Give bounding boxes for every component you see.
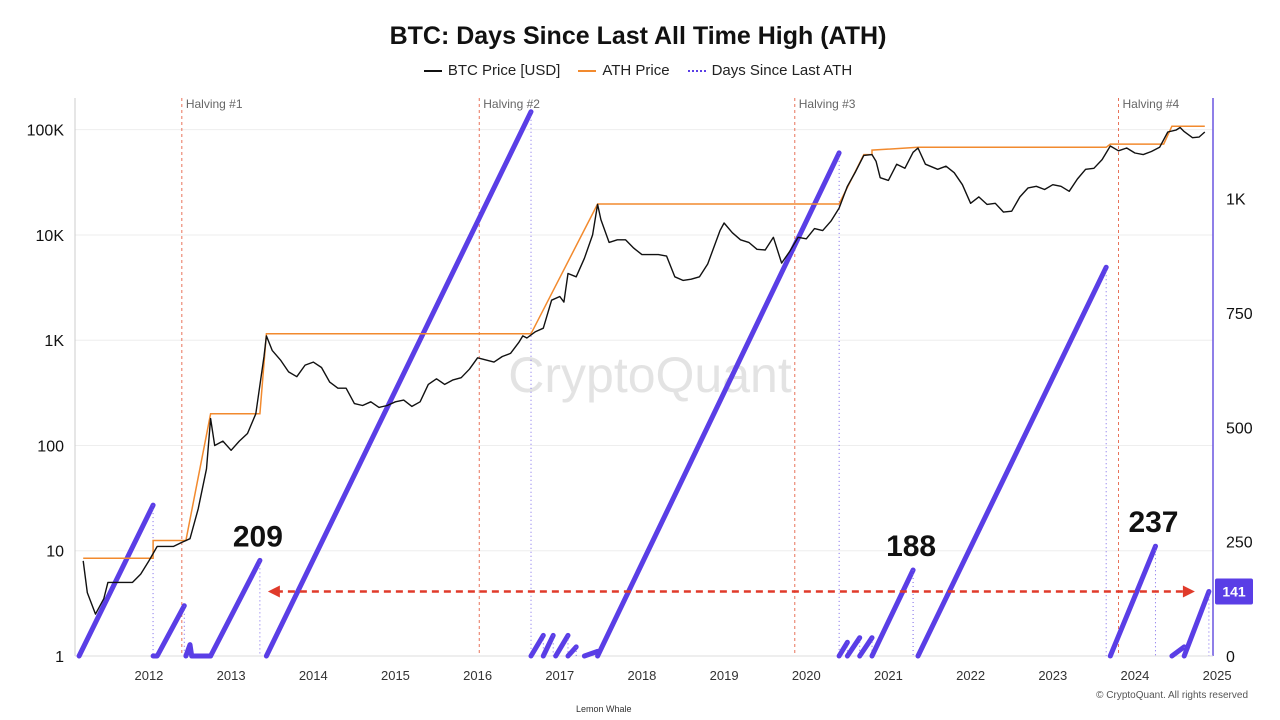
x-tick-2018: 2018 (627, 668, 656, 683)
days-since-ath-segment-12 (844, 635, 863, 659)
ath-price-line (83, 125, 1205, 559)
halving-label-4: Halving #4 (1123, 97, 1180, 111)
y-left-tick-5: 100K (27, 123, 65, 140)
legend-label-btc-price: BTC Price [USD] (447, 62, 561, 79)
days-since-ath-segment-15 (915, 264, 1109, 659)
x-tick-2015: 2015 (381, 668, 410, 683)
y-right-tick-1: 250 (1226, 535, 1253, 552)
annotation-237: 237 (1128, 506, 1178, 539)
days-since-ath-segment-5 (528, 632, 546, 659)
x-tick-2017: 2017 (545, 668, 574, 683)
x-tick-2024: 2024 (1120, 668, 1149, 683)
legend-label-days-since-ath: Days Since Last ATH (711, 62, 853, 79)
x-tick-2016: 2016 (463, 668, 492, 683)
author-credit: Lemon Whale (576, 704, 632, 714)
x-tick-2020: 2020 (792, 668, 821, 683)
legend: BTC Price [USD] ATH Price Days Since Las… (0, 62, 1276, 79)
y-left-tick-1: 10 (46, 544, 64, 561)
x-tick-2023: 2023 (1038, 668, 1067, 683)
legend-entry-days-since-ath[interactable]: Days Since Last ATH (687, 62, 853, 79)
btc-price-line (82, 126, 1206, 615)
chart-title: BTC: Days Since Last All Time High (ATH) (389, 22, 887, 50)
days-since-ath-segment-7 (553, 632, 571, 659)
days-since-ath-segment-14 (869, 567, 916, 659)
halving-label-1: Halving #1 (186, 97, 243, 111)
days-since-ath-segment-17 (1169, 644, 1187, 659)
legend-swatch-btc-price (423, 69, 442, 72)
y-left-tick-3: 1K (44, 333, 64, 350)
annotation-188: 188 (886, 530, 936, 563)
y-right-tick-3: 750 (1226, 306, 1253, 323)
days-since-ath-segment-6 (540, 632, 556, 659)
watermark: CryptoQuant (508, 347, 792, 403)
days-since-ath-segment-11 (836, 639, 850, 659)
x-tick-2014: 2014 (299, 668, 328, 683)
legend-entry-ath-price[interactable]: ATH Price (578, 62, 670, 79)
y-right-tick-2: 500 (1226, 420, 1253, 437)
current-value-badge (1215, 578, 1253, 605)
days-since-ath-segment-0 (76, 502, 156, 659)
x-tick-2019: 2019 (710, 668, 739, 683)
reference-arrow-head-left (267, 585, 280, 598)
days-since-ath-segment-13 (857, 635, 875, 659)
y-left-tick-4: 10K (36, 228, 65, 245)
copyright-footer: © CryptoQuant. All rights reserved (1096, 690, 1248, 701)
legend-label-ath-price: ATH Price (602, 62, 670, 79)
x-tick-2012: 2012 (134, 668, 163, 683)
legend-swatch-days-since-ath (687, 69, 706, 72)
days-since-ath-segment-16 (1107, 543, 1158, 659)
days-since-ath-segment-1 (150, 603, 187, 659)
days-since-ath-segment-18 (1181, 589, 1212, 659)
days-since-ath-segment-10 (595, 150, 842, 659)
days-since-ath-segment-4 (263, 109, 534, 659)
legend-entry-btc-price[interactable]: BTC Price [USD] (423, 62, 561, 79)
halving-label-3: Halving #3 (799, 97, 856, 111)
y-right-tick-0: 0 (1226, 649, 1235, 666)
y-right-tick-4: 1K (1226, 192, 1246, 209)
x-tick-2013: 2013 (217, 668, 246, 683)
days-since-ath-segment-9 (581, 648, 601, 659)
y-left-tick-2: 100 (37, 438, 64, 455)
current-value-badge-text: 141 (1222, 584, 1246, 600)
halving-label-2: Halving #2 (483, 97, 540, 111)
days-since-ath-segment-3 (208, 557, 263, 659)
reference-arrow-head-right (1182, 585, 1195, 598)
x-tick-2022: 2022 (956, 668, 985, 683)
annotation-209: 209 (233, 520, 283, 553)
x-tick-2025: 2025 (1203, 668, 1232, 683)
legend-swatch-ath-price (578, 69, 597, 72)
days-since-ath-segment-8 (565, 644, 579, 659)
y-left-tick-0: 1 (55, 649, 64, 666)
days-since-ath-segment-2 (183, 642, 214, 659)
x-tick-2021: 2021 (874, 668, 903, 683)
